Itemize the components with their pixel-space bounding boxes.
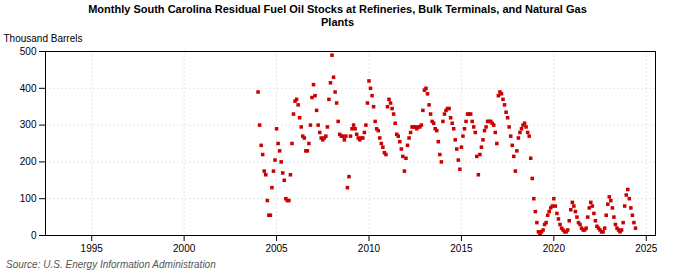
svg-text:2010: 2010 [358, 243, 381, 254]
html-text:Source: U.S. Energy Informatio: Source: U.S. Energy Information Administ… [6, 259, 216, 270]
html-text:Monthly South Carolina Residua: Monthly South Carolina Residual Fuel Oil… [88, 3, 587, 28]
svg-text:1995: 1995 [81, 243, 104, 254]
svg-text:0: 0 [31, 230, 37, 241]
svg-text:400: 400 [20, 83, 37, 94]
svg-text:2015: 2015 [450, 243, 473, 254]
svg-text:2005: 2005 [265, 243, 288, 254]
svg-text:Thousand Barrels: Thousand Barrels [4, 33, 83, 44]
svg-text:100: 100 [20, 193, 37, 204]
svg-text:2020: 2020 [543, 243, 566, 254]
svg-text:2000: 2000 [173, 243, 196, 254]
svg-text:200: 200 [20, 156, 37, 167]
svg-text:500: 500 [20, 46, 37, 57]
svg-text:2025: 2025 [635, 243, 658, 254]
svg-text:300: 300 [20, 119, 37, 130]
